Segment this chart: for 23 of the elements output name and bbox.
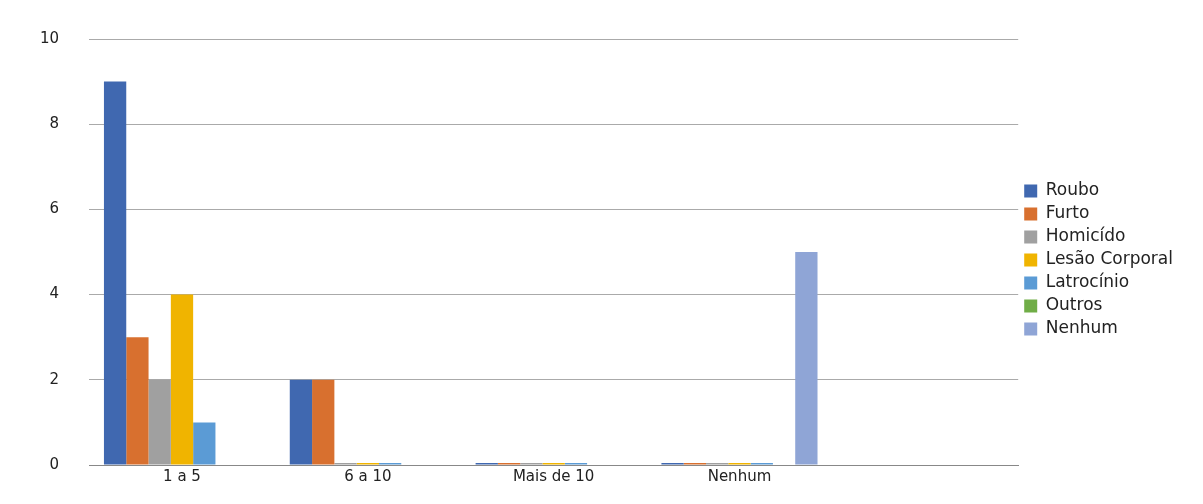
y-tick-label: 0 <box>49 454 60 473</box>
y-tick-label: 8 <box>49 114 60 133</box>
y-tick-label: 4 <box>49 284 60 303</box>
legend-label: Roubo <box>1045 179 1100 200</box>
x-tick-label: Mais de 10 <box>512 466 595 485</box>
bar <box>126 337 149 465</box>
x-tick-label: 1 a 5 <box>163 466 201 485</box>
legend-label: Homicído <box>1045 225 1126 246</box>
y-tick-label: 10 <box>39 28 60 47</box>
legend-label: Nenhum <box>1045 317 1118 338</box>
legend-label: Furto <box>1045 202 1090 223</box>
x-tick-label: Nenhum <box>707 466 772 485</box>
y-tick-label: 6 <box>49 199 60 218</box>
bar <box>289 379 313 465</box>
legend-label: Outros <box>1045 294 1103 315</box>
bar <box>170 294 194 465</box>
bar <box>312 379 335 465</box>
y-tick-label: 2 <box>49 369 60 388</box>
legend-label: Latrocínio <box>1045 271 1130 292</box>
bar <box>795 252 818 465</box>
x-tick-label: 6 a 10 <box>344 466 392 485</box>
legend-label: Lesão Corporal <box>1045 248 1173 269</box>
bar <box>193 422 216 465</box>
